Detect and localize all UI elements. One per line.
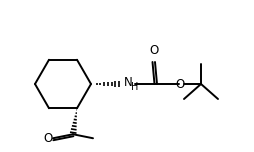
Text: O: O: [43, 132, 53, 145]
Text: O: O: [149, 44, 159, 57]
Text: N: N: [124, 76, 133, 90]
Text: O: O: [175, 78, 185, 90]
Text: H: H: [131, 82, 138, 92]
